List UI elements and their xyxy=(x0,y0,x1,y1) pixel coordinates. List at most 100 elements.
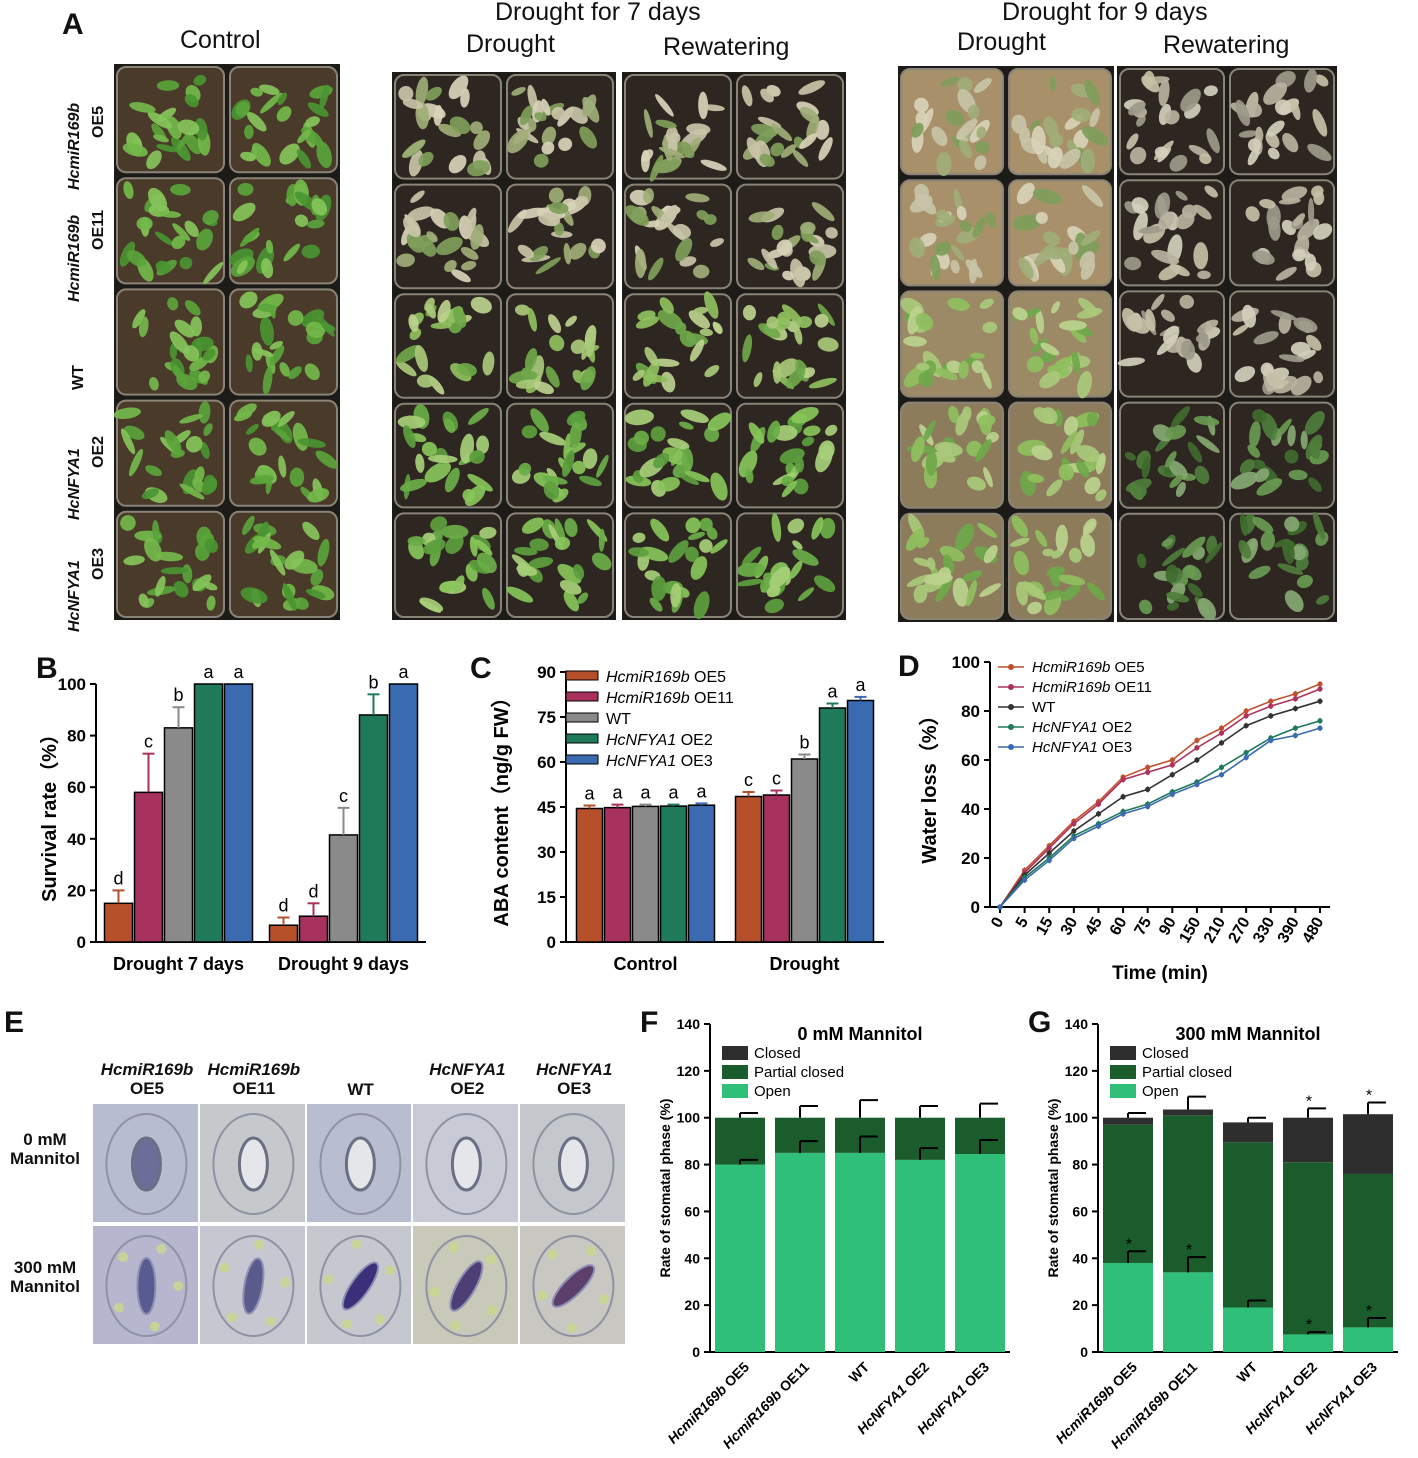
leaf xyxy=(1275,418,1292,439)
leaf xyxy=(294,214,309,227)
leaf xyxy=(792,549,819,566)
leaf xyxy=(518,462,532,476)
leaf xyxy=(625,205,649,226)
leaf xyxy=(658,146,685,159)
leaf xyxy=(738,450,758,478)
leaf xyxy=(524,348,538,371)
leaf xyxy=(1297,218,1320,241)
leaf xyxy=(146,150,162,170)
leaf xyxy=(808,377,837,389)
leaf xyxy=(1166,592,1190,603)
leaf xyxy=(1249,420,1261,448)
leaf xyxy=(969,258,978,284)
series-line xyxy=(999,683,1321,908)
leaf xyxy=(269,549,286,576)
leaf xyxy=(1290,341,1311,357)
row-label-4: HcNFYA1 xyxy=(66,560,84,632)
leaf xyxy=(958,360,969,379)
leaf xyxy=(977,523,998,538)
significance-letter: a xyxy=(827,682,838,702)
x-tick-label: 0 xyxy=(988,914,1007,930)
leaf xyxy=(507,129,529,154)
leaf xyxy=(408,314,419,332)
leaf xyxy=(460,246,479,260)
leaf xyxy=(549,334,565,352)
leaf xyxy=(558,137,573,151)
leaf xyxy=(1259,199,1276,209)
leaf xyxy=(120,515,136,531)
y-tick-label: 20 xyxy=(67,881,86,900)
leaf xyxy=(747,257,765,271)
leaf xyxy=(569,242,587,260)
leaf xyxy=(1288,469,1308,481)
leaf xyxy=(1087,582,1105,601)
legend-marker xyxy=(1008,724,1014,730)
y-tick-label: 60 xyxy=(684,1203,700,1219)
leaf xyxy=(445,534,464,555)
leaf xyxy=(770,142,785,157)
x-category-label: Drought xyxy=(770,954,840,974)
leaf xyxy=(1235,99,1251,127)
leaf xyxy=(1129,146,1147,165)
leaf xyxy=(319,84,330,110)
leaf xyxy=(470,296,492,314)
leaf xyxy=(1018,257,1034,279)
leaf xyxy=(766,316,779,329)
leaf xyxy=(1308,197,1315,227)
significance-letter: a xyxy=(398,662,409,682)
leaf xyxy=(173,581,189,598)
leaf xyxy=(473,130,491,151)
leaf xyxy=(1175,481,1186,498)
leaf xyxy=(817,303,835,326)
y-axis-label: Rate of stomatal phase (%) xyxy=(657,1099,673,1278)
chloroplast xyxy=(113,1302,124,1313)
leaf xyxy=(476,435,490,454)
leaf xyxy=(685,546,699,563)
leaf xyxy=(260,316,274,346)
leaf xyxy=(1306,334,1322,351)
legend-label-line: OE3 xyxy=(676,753,713,770)
leaf xyxy=(635,316,659,329)
leaf xyxy=(552,488,569,503)
bar xyxy=(631,805,660,943)
x-category-label-gene: HcmiR169b xyxy=(1107,1386,1173,1452)
leaf xyxy=(935,578,953,602)
legend-label-line: WT xyxy=(1032,699,1055,716)
leaf xyxy=(179,414,203,424)
legend-label: HcNFYA1 OE3 xyxy=(606,753,713,770)
leaf xyxy=(1247,138,1262,152)
bar xyxy=(575,807,604,943)
leaf xyxy=(781,480,797,498)
legend-label: Closed xyxy=(1142,1045,1189,1062)
legend-label: HcNFYA1 OE2 xyxy=(1032,719,1132,736)
leaf xyxy=(461,260,477,271)
leaf xyxy=(1027,474,1045,483)
leaf xyxy=(1075,241,1100,260)
bar xyxy=(193,683,224,943)
leaf xyxy=(771,123,793,142)
bar xyxy=(818,707,847,943)
leaf xyxy=(1316,595,1330,605)
row-label-300mm-line1: 300 mM xyxy=(13,1258,77,1277)
leaf xyxy=(582,448,598,469)
leaf xyxy=(316,141,332,169)
leaf xyxy=(1051,301,1060,314)
drought7-title: Drought for 7 days xyxy=(495,0,701,26)
leaf xyxy=(253,348,274,357)
leaf xyxy=(114,407,141,420)
stoma-pore xyxy=(558,1136,590,1192)
leaf xyxy=(591,552,612,571)
stoma-column-line: OE3 xyxy=(557,1079,592,1098)
leaf xyxy=(971,360,984,374)
leaf xyxy=(418,151,434,167)
leaf xyxy=(914,183,929,200)
leaf xyxy=(190,316,202,337)
leaf xyxy=(1187,583,1203,598)
leaf xyxy=(1164,424,1187,440)
x-tick-label: 150 xyxy=(1176,914,1204,946)
leaf xyxy=(1254,468,1270,483)
x-tick-label: 60 xyxy=(1107,914,1131,938)
leaf xyxy=(1139,599,1153,615)
leaf xyxy=(1291,99,1301,121)
leaf xyxy=(1198,327,1209,348)
